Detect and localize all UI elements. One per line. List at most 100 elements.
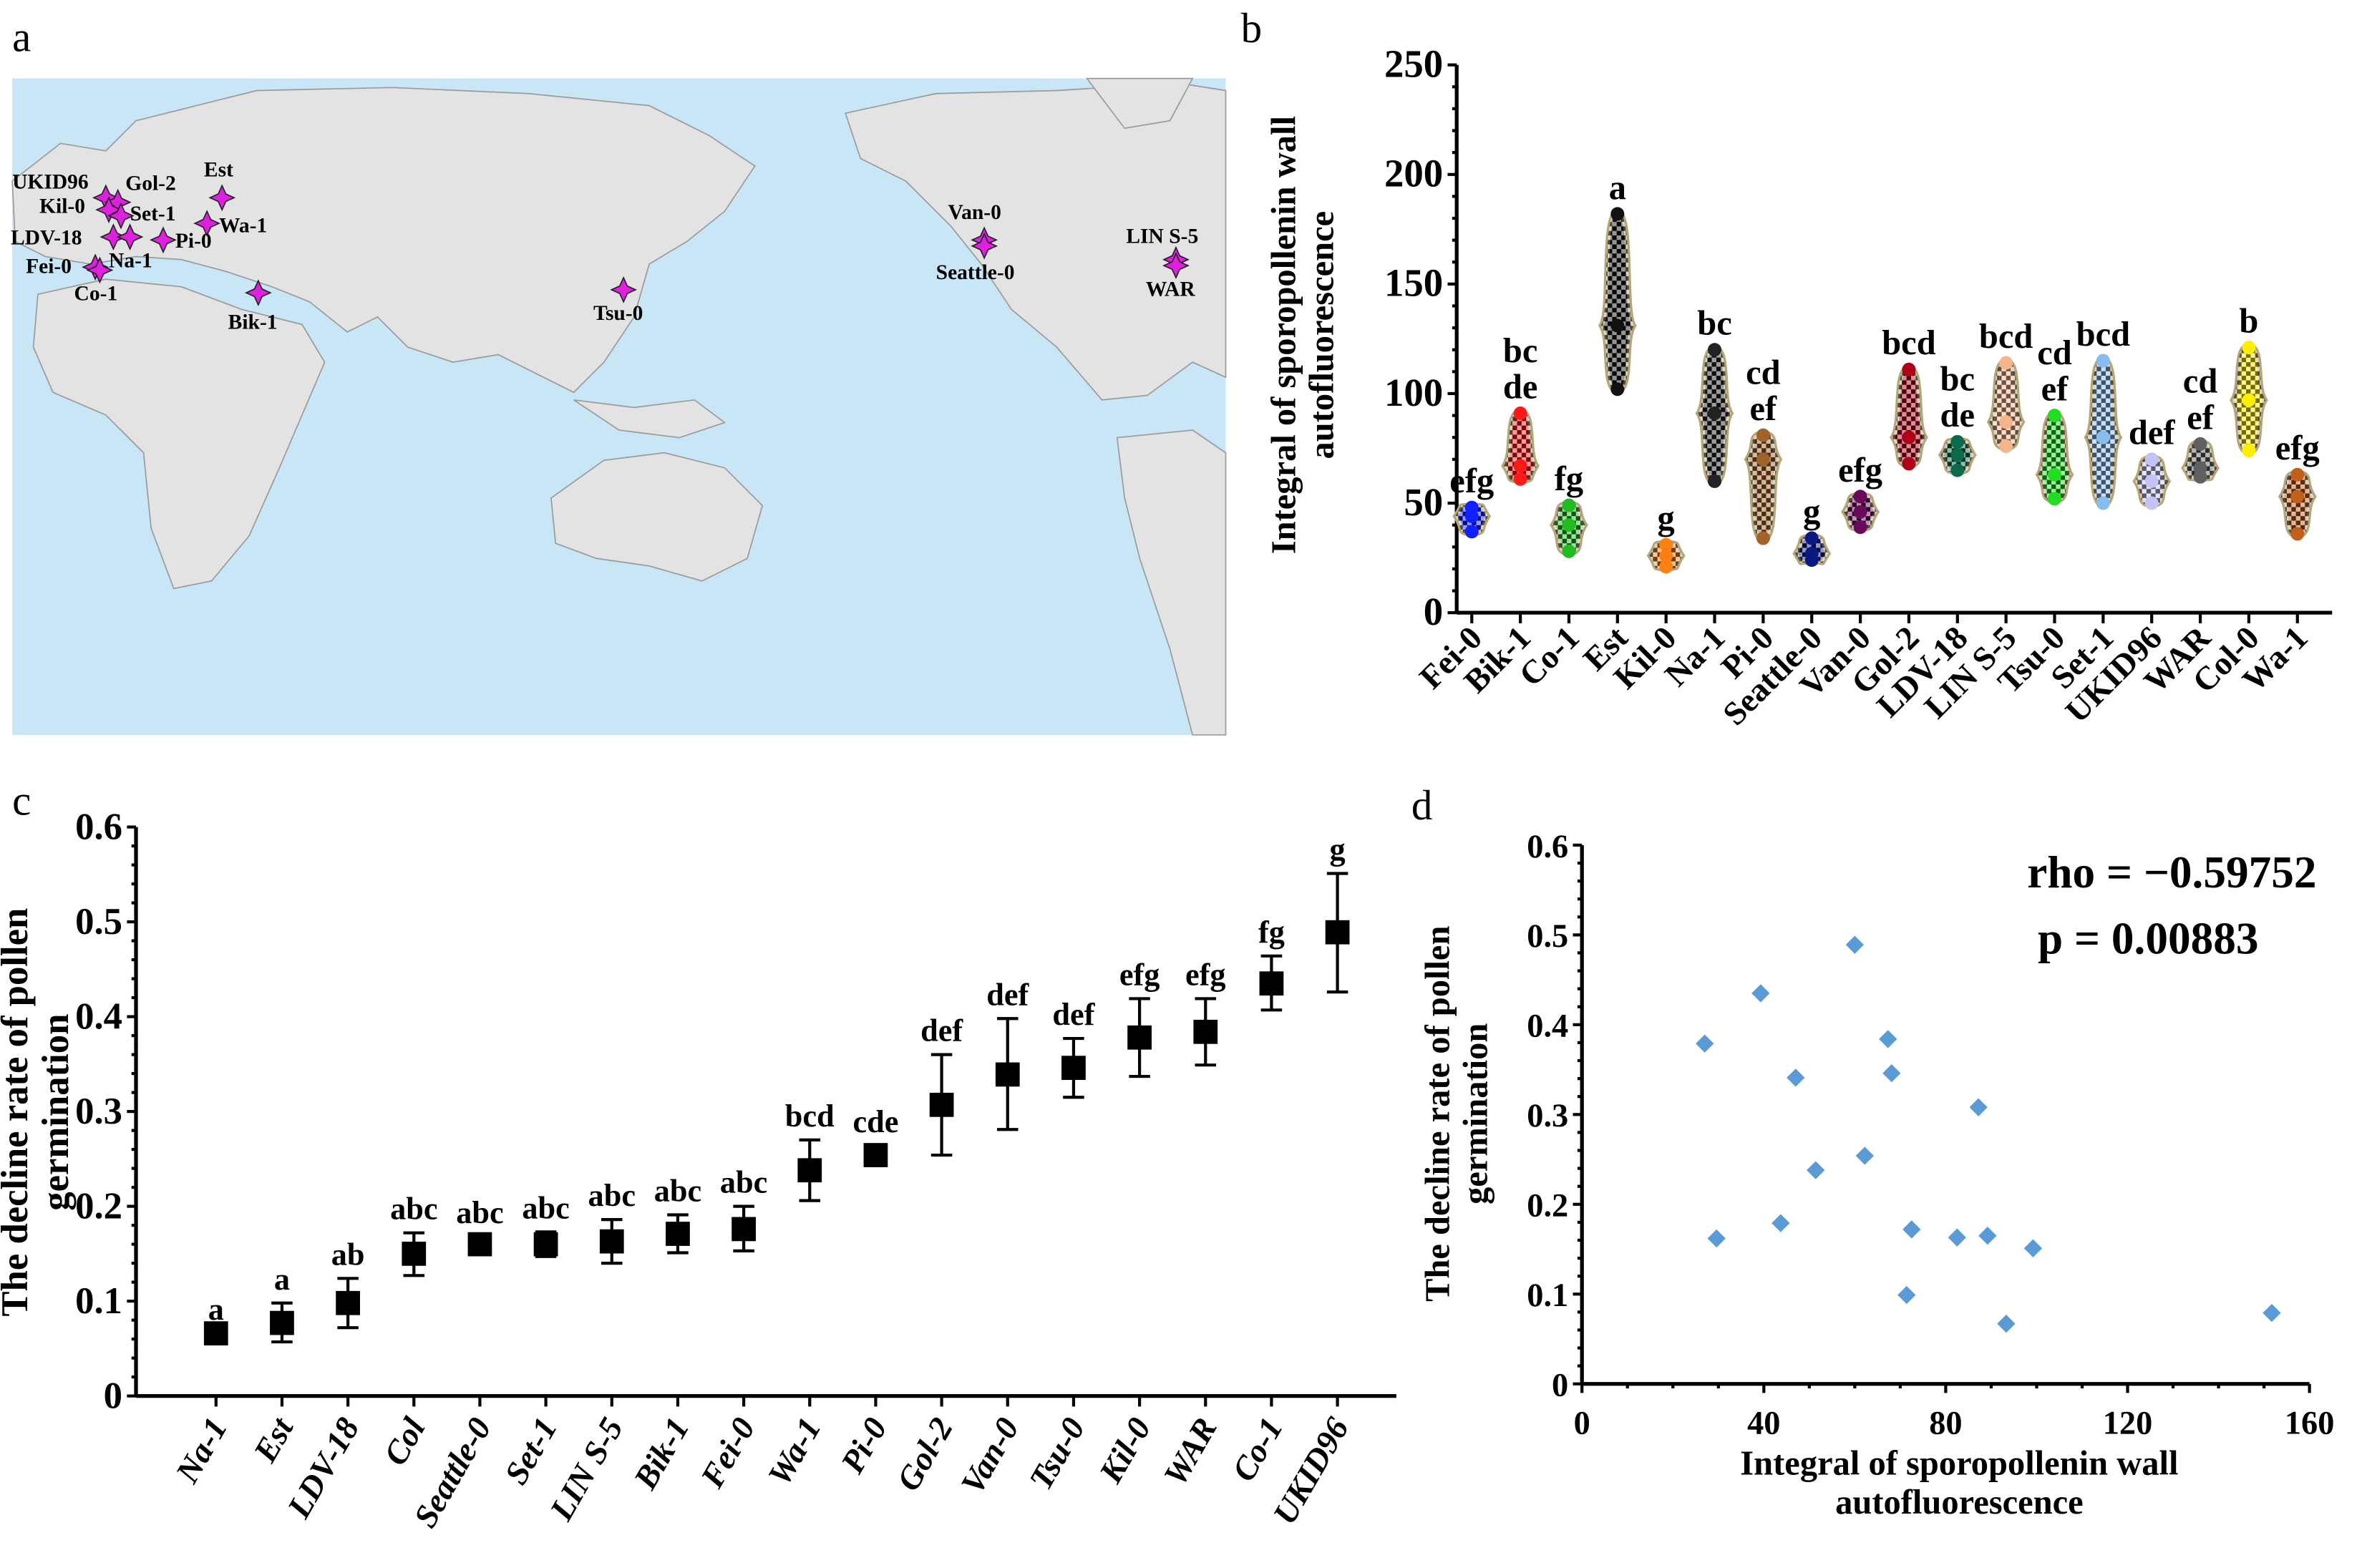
scatter-point	[1897, 1285, 1916, 1305]
violin-point	[1950, 434, 1965, 449]
significance-letter: efg	[1119, 957, 1160, 992]
y-tick-label: 0.2	[75, 1185, 122, 1227]
violin-point	[1562, 544, 1576, 558]
significance-letter: ef	[2187, 399, 2215, 437]
y-tick-label: 0.2	[1527, 1188, 1568, 1224]
four-point-star-icon	[95, 196, 122, 224]
violin-pattern	[1503, 410, 1537, 482]
map-marker-label: Bik-1	[228, 311, 278, 334]
violin-point	[1659, 549, 1673, 563]
mean-marker	[467, 1232, 492, 1257]
significance-letter: bc	[1503, 332, 1538, 370]
violin-point	[1853, 520, 1867, 535]
scatter-point	[2023, 1239, 2043, 1257]
significance-letter: abc	[456, 1195, 503, 1230]
significance-letter: bc	[1940, 361, 1975, 399]
map-marker-label: Est	[204, 159, 233, 182]
map-marker-label: UKID96	[12, 171, 89, 194]
violin-chart: 0 50 100 150 200 250 Integral of sporopollenin…	[1265, 42, 2333, 733]
significance-letter: ef	[1750, 390, 1778, 428]
four-point-star-icon	[99, 223, 127, 250]
x-tick-label: Est	[247, 1411, 302, 1469]
four-point-star-icon	[244, 279, 272, 307]
errorbar-chart: 0 0.1 0.2 0.3 0.4 0.5 0.6 The decline rate of p…	[0, 806, 1396, 1534]
violin-point	[1999, 356, 2013, 370]
y-tick-label: 250	[1384, 42, 1443, 86]
violin-point	[2290, 527, 2305, 541]
x-tick-label: Pi-0	[834, 1412, 895, 1481]
four-point-star-icon	[107, 202, 135, 230]
scatter-point	[1707, 1229, 1726, 1248]
mean-marker	[270, 1310, 294, 1335]
x-tick-label: 120	[2103, 1405, 2153, 1441]
scatter-point	[1855, 1146, 1874, 1165]
y-tick-label: 0.6	[1527, 829, 1568, 865]
violin-point	[1513, 472, 1527, 486]
y-tick-label: 0	[1552, 1368, 1568, 1404]
x-tick-label: Set-1	[498, 1412, 565, 1491]
landmass-greenland	[1085, 77, 1194, 130]
map-marker-label: Fei-0	[26, 255, 72, 278]
significance-letter: cd	[1746, 354, 1781, 391]
y-tick-label: 50	[1404, 480, 1443, 524]
violin-point	[2242, 393, 2256, 407]
violin-point	[1999, 415, 2013, 429]
mean-marker	[929, 1092, 954, 1117]
scatter-point	[1807, 1161, 1825, 1179]
violin-point	[1610, 318, 1625, 333]
y-axis-label: germination	[35, 1014, 77, 1211]
y-tick-label: 0.1	[1527, 1277, 1568, 1314]
significance-letter: a	[1609, 169, 1626, 207]
scatter-point	[1751, 984, 1770, 1003]
x-tick-label: Fei-0	[694, 1412, 762, 1495]
significance-letter: cde	[852, 1104, 898, 1139]
significance-letter: bc	[1697, 305, 1731, 343]
landmass-sea-asia	[573, 399, 726, 439]
y-tick-label: 0.3	[75, 1091, 122, 1132]
y-tick-label: 100	[1384, 371, 1443, 414]
violin-point	[1464, 525, 1479, 539]
map-marker-label: Pi-0	[175, 230, 212, 253]
x-tick-label: Na-1	[169, 1412, 235, 1490]
significance-letter: bcd	[2076, 316, 2131, 354]
significance-letter: ef	[2041, 370, 2069, 408]
significance-letter: def	[986, 977, 1029, 1012]
scatter-point	[1902, 1220, 1921, 1239]
panel-label-b: b	[1241, 4, 1263, 52]
significance-letter: ab	[331, 1237, 365, 1272]
y-tick-label: 0.5	[1527, 918, 1568, 955]
violin-point	[2048, 409, 2061, 423]
scatter-point	[1882, 1063, 1901, 1083]
significance-letter: efg	[1838, 452, 1882, 490]
violin-point	[1513, 406, 1527, 421]
violin-point	[2048, 492, 2061, 506]
four-point-star-icon	[86, 256, 114, 284]
landmass-eurasia	[11, 87, 756, 394]
violin-point	[2096, 496, 2110, 510]
significance-letter: b	[2239, 303, 2258, 341]
scatter-point	[1696, 1034, 1714, 1053]
y-tick-label: 0.5	[75, 901, 122, 943]
mean-marker	[599, 1229, 624, 1254]
scatter-point	[1997, 1315, 2016, 1333]
x-tick-label: 80	[1929, 1405, 1962, 1441]
violin-point	[2290, 467, 2305, 482]
mean-marker	[797, 1158, 822, 1183]
significance-letter: def	[920, 1013, 963, 1048]
significance-letter: fg	[1258, 915, 1285, 950]
four-point-star-icon	[208, 184, 236, 212]
x-tick-label: Bik-1	[627, 1412, 696, 1496]
violin-point	[1708, 343, 1722, 357]
violin-point	[2242, 444, 2256, 458]
significance-letter: abc	[588, 1178, 636, 1213]
violin-pattern	[2038, 412, 2071, 502]
significance-letter: bcd	[1979, 318, 2033, 356]
significance-letter: fg	[1555, 460, 1583, 498]
violin-point	[1756, 452, 1770, 467]
violin-point	[2193, 461, 2207, 475]
mean-marker	[666, 1222, 690, 1246]
mean-marker	[995, 1062, 1020, 1087]
x-tick-label: 160	[2285, 1405, 2335, 1441]
mean-marker	[732, 1217, 756, 1242]
mean-marker	[1193, 1019, 1218, 1044]
